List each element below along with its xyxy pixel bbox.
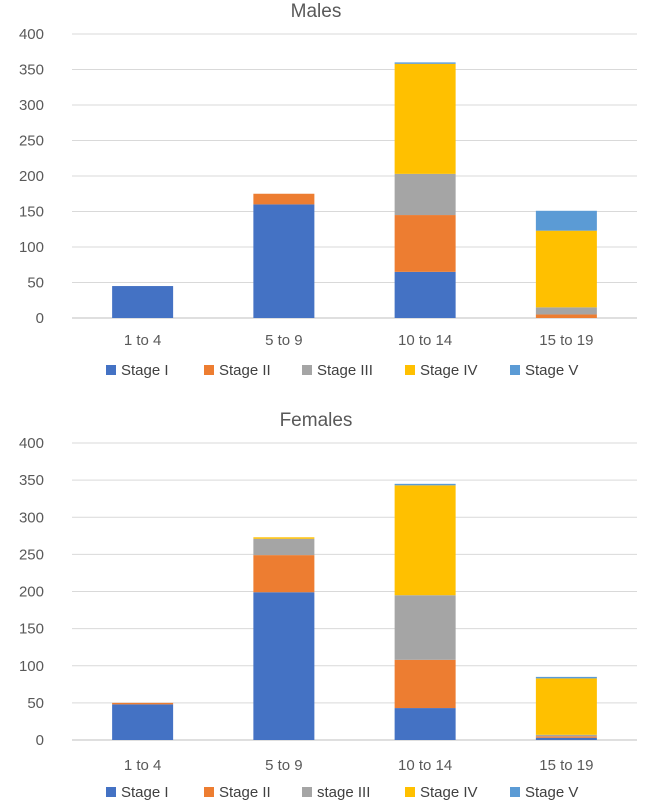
y-tick-label: 400 xyxy=(19,26,44,43)
x-tick-label: 5 to 9 xyxy=(265,757,303,774)
x-tick-label: 15 to 19 xyxy=(539,332,593,349)
bar-segment-15-to-19-stage-iii xyxy=(535,734,597,737)
x-tick-label: 15 to 19 xyxy=(539,757,593,774)
y-tick-label: 350 xyxy=(19,472,44,489)
legend-label: Stage V xyxy=(525,784,578,801)
x-tick-label: 1 to 4 xyxy=(124,332,162,349)
legend-label: Stage I xyxy=(121,784,169,801)
chart-title: Females xyxy=(280,410,353,431)
bar-segment-10-to-14-stage-iv xyxy=(394,485,456,596)
legend-swatch-stage-v xyxy=(510,365,520,375)
y-tick-label: 200 xyxy=(19,584,44,601)
legend-swatch-stage-iv xyxy=(405,787,415,797)
chart-title: Males xyxy=(291,1,342,22)
bar-segment-1-to-4-stage-i xyxy=(112,286,174,318)
bar-segment-5-to-9-stage-ii xyxy=(253,193,315,205)
y-tick-label: 0 xyxy=(36,310,44,327)
y-tick-label: 250 xyxy=(19,133,44,150)
y-tick-label: 100 xyxy=(19,658,44,675)
bar-segment-15-to-19-stage-i xyxy=(535,737,597,740)
legend-swatch-stage-v xyxy=(510,787,520,797)
bar-segment-5-to-9-stage-i xyxy=(253,204,315,318)
y-tick-label: 100 xyxy=(19,239,44,256)
legend: Stage I Stage II stage III Stage IV Stage V xyxy=(106,784,578,801)
bar-segment-10-to-14-stage-ii xyxy=(394,215,456,272)
legend-label: Stage II xyxy=(219,784,271,801)
bar-segment-10-to-14-stage-i xyxy=(394,708,456,740)
bar-segment-15-to-19-stage-iv xyxy=(535,230,597,308)
legend-label: Stage IV xyxy=(420,362,478,379)
legend-label: stage III xyxy=(317,784,370,801)
legend-swatch-stage-iv xyxy=(405,365,415,375)
legend-label: Stage V xyxy=(525,362,578,379)
bar-segment-10-to-14-stage-v xyxy=(394,62,456,64)
bar-segment-5-to-9-stage-i xyxy=(253,592,315,740)
bar-segment-10-to-14-stage-i xyxy=(394,271,456,318)
bar-segment-10-to-14-stage-v xyxy=(394,483,456,486)
bar-segment-10-to-14-stage-iv xyxy=(394,63,456,174)
legend-swatch-stage-ii xyxy=(204,365,214,375)
y-tick-label: 50 xyxy=(27,695,44,712)
bar-segment-10-to-14-stage-iii xyxy=(394,173,456,216)
bar-segment-5-to-9-stage-iv xyxy=(253,537,315,539)
y-tick-label: 350 xyxy=(19,62,44,79)
bar-segment-10-to-14-stage-iii xyxy=(394,595,456,660)
legend: Stage I Stage II Stage III Stage IV Stage V xyxy=(106,362,578,379)
bar-segment-15-to-19-stage-ii xyxy=(535,736,597,738)
bar-segment-15-to-19-stage-ii xyxy=(535,314,597,318)
y-tick-label: 300 xyxy=(19,97,44,114)
x-tick-label: 10 to 14 xyxy=(398,757,452,774)
y-tick-label: 400 xyxy=(19,435,44,452)
bar-segment-15-to-19-stage-iv xyxy=(535,678,597,735)
bar-segment-1-to-4-stage-ii xyxy=(112,702,174,705)
legend-swatch-stage-iii xyxy=(302,365,312,375)
bar-segment-5-to-9-stage-ii xyxy=(253,555,315,593)
chart-females: Females 0 50 100 150 200 250 300 350 400 1 to 4 5 t… xyxy=(19,410,637,801)
bar-segment-15-to-19-stage-iii xyxy=(535,307,597,315)
y-tick-label: 150 xyxy=(19,621,44,638)
legend-label: Stage III xyxy=(317,362,373,379)
bar-segment-15-to-19-stage-v xyxy=(535,676,597,679)
y-tick-label: 50 xyxy=(27,275,44,292)
legend-label: Stage II xyxy=(219,362,271,379)
bar-segment-15-to-19-stage-v xyxy=(535,210,597,231)
legend-label: Stage IV xyxy=(420,784,478,801)
y-tick-label: 250 xyxy=(19,546,44,563)
y-tick-label: 200 xyxy=(19,168,44,185)
legend-label: Stage I xyxy=(121,362,169,379)
x-tick-label: 5 to 9 xyxy=(265,332,303,349)
y-tick-label: 0 xyxy=(36,732,44,749)
legend-swatch-stage-i xyxy=(106,365,116,375)
chart-males: Males 0 50 100 150 200 250 300 350 400 1 to 4 5 to … xyxy=(19,1,637,379)
legend-swatch-stage-iii xyxy=(302,787,312,797)
bar-segment-10-to-14-stage-ii xyxy=(394,659,456,709)
bar-segment-1-to-4-stage-i xyxy=(112,704,174,740)
y-tick-label: 300 xyxy=(19,509,44,526)
y-tick-label: 150 xyxy=(19,204,44,221)
x-tick-label: 1 to 4 xyxy=(124,757,162,774)
x-tick-label: 10 to 14 xyxy=(398,332,452,349)
legend-swatch-stage-i xyxy=(106,787,116,797)
bar-segment-5-to-9-stage-iii xyxy=(253,538,315,556)
legend-swatch-stage-ii xyxy=(204,787,214,797)
